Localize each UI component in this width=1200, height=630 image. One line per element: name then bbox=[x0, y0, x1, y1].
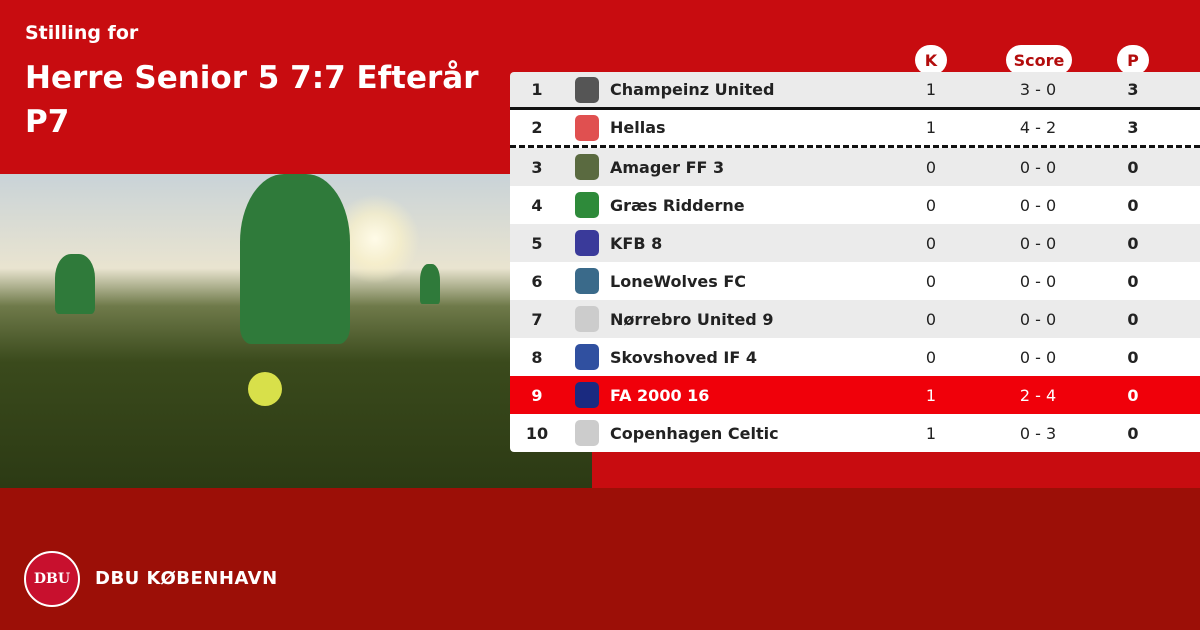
table-row: 9 FA 2000 16 1 2 - 4 0 bbox=[510, 376, 1200, 414]
rank: 1 bbox=[531, 80, 543, 99]
points: 3 bbox=[1127, 118, 1139, 137]
rank: 10 bbox=[525, 423, 549, 443]
team-name: FA 2000 16 bbox=[610, 385, 710, 405]
matches: 1 bbox=[925, 118, 937, 137]
table-row: 5 KFB 8 0 0 - 0 0 bbox=[510, 224, 1200, 262]
table-row: 10 Copenhagen Celtic 1 0 - 3 0 bbox=[510, 414, 1200, 452]
column-header-k: K bbox=[915, 45, 947, 75]
score: 0 - 0 bbox=[1019, 195, 1057, 215]
team-crest-icon bbox=[575, 420, 599, 446]
subtitle: Stilling for bbox=[25, 22, 139, 44]
team-name: Græs Ridderne bbox=[610, 195, 745, 215]
team-crest-icon bbox=[575, 192, 599, 218]
rank: 6 bbox=[531, 271, 543, 291]
rank: 8 bbox=[531, 347, 543, 367]
table-row: 8 Skovshoved IF 4 0 0 - 0 0 bbox=[510, 338, 1200, 376]
table-row: 7 Nørrebro United 9 0 0 - 0 0 bbox=[510, 300, 1200, 338]
table-row: 2 Hellas 1 4 - 2 3 bbox=[510, 110, 1200, 148]
points: 0 bbox=[1127, 309, 1139, 329]
rank: 4 bbox=[531, 195, 543, 215]
football-photo bbox=[0, 174, 592, 488]
team-crest-icon bbox=[575, 230, 599, 256]
score: 0 - 0 bbox=[1019, 157, 1057, 177]
rank: 7 bbox=[531, 309, 543, 329]
team-crest-icon bbox=[575, 268, 599, 294]
team-crest-icon bbox=[575, 382, 599, 408]
table-row: 6 LoneWolves FC 0 0 - 0 0 bbox=[510, 262, 1200, 300]
points: 0 bbox=[1127, 233, 1139, 253]
team-crest-icon bbox=[575, 114, 599, 141]
points: 0 bbox=[1127, 157, 1139, 177]
team-name: Champeinz United bbox=[610, 80, 775, 99]
team-crest-icon bbox=[575, 76, 599, 103]
rank: 3 bbox=[531, 157, 543, 177]
matches: 1 bbox=[925, 80, 937, 99]
team-crest-icon bbox=[575, 344, 599, 370]
points: 3 bbox=[1127, 80, 1139, 99]
team-name: Copenhagen Celtic bbox=[610, 423, 779, 443]
points: 0 bbox=[1127, 347, 1139, 367]
table-row: 3 Amager FF 3 0 0 - 0 0 bbox=[510, 148, 1200, 186]
points: 0 bbox=[1127, 195, 1139, 215]
team-name: LoneWolves FC bbox=[610, 271, 747, 291]
rank: 2 bbox=[531, 118, 543, 137]
team-name: Amager FF 3 bbox=[610, 157, 725, 177]
score: 0 - 0 bbox=[1019, 309, 1057, 329]
team-name: Skovshoved IF 4 bbox=[610, 347, 757, 367]
score: 0 - 3 bbox=[1019, 423, 1057, 443]
team-name: KFB 8 bbox=[610, 233, 663, 253]
matches: 0 bbox=[925, 233, 937, 253]
score: 0 - 0 bbox=[1019, 233, 1057, 253]
team-name: Nørrebro United 9 bbox=[610, 309, 774, 329]
score: 0 - 0 bbox=[1019, 347, 1057, 367]
column-header-score: Score bbox=[1006, 45, 1072, 75]
matches: 0 bbox=[925, 347, 937, 367]
page-title: Herre Senior 5 7:7 Efterår P7 bbox=[25, 60, 479, 140]
table-row: 4 Græs Ridderne 0 0 - 0 0 bbox=[510, 186, 1200, 224]
ball bbox=[248, 372, 282, 406]
team-name: Hellas bbox=[610, 118, 666, 137]
matches: 0 bbox=[925, 271, 937, 291]
matches: 0 bbox=[925, 195, 937, 215]
team-crest-icon bbox=[575, 306, 599, 332]
dbu-logo: DBU bbox=[24, 551, 80, 607]
rank: 5 bbox=[531, 233, 543, 253]
score: 2 - 4 bbox=[1019, 385, 1057, 405]
table-row: 1 Champeinz United 1 3 - 0 3 bbox=[510, 72, 1200, 110]
column-header-p: P bbox=[1117, 45, 1149, 75]
team-crest-icon bbox=[575, 154, 599, 180]
matches: 1 bbox=[925, 385, 937, 405]
brand-name: DBU KØBENHAVN bbox=[95, 568, 278, 589]
score: 0 - 0 bbox=[1019, 271, 1057, 291]
score: 4 - 2 bbox=[1019, 118, 1057, 137]
points: 0 bbox=[1127, 423, 1139, 443]
matches: 0 bbox=[925, 309, 937, 329]
points: 0 bbox=[1127, 385, 1139, 405]
rank: 9 bbox=[531, 385, 543, 405]
score: 3 - 0 bbox=[1019, 80, 1057, 99]
footer-band bbox=[0, 488, 1200, 630]
matches: 0 bbox=[925, 157, 937, 177]
points: 0 bbox=[1127, 271, 1139, 291]
matches: 1 bbox=[925, 423, 937, 443]
